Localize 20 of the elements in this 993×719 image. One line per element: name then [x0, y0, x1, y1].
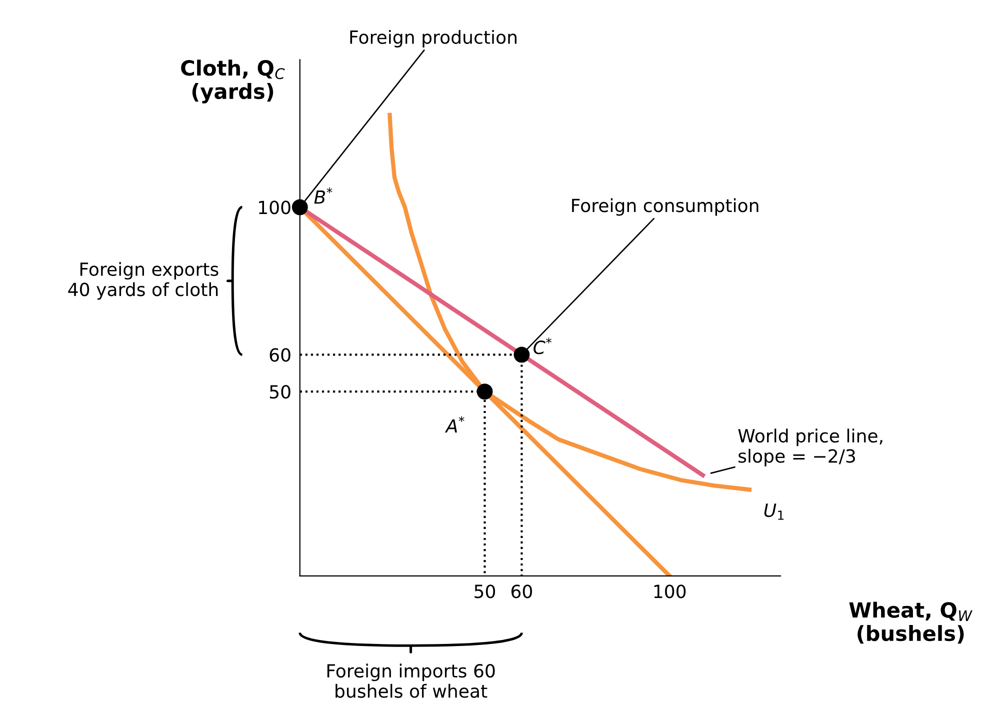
y-tick-label: 50	[270, 385, 290, 399]
annotation: Foreign production	[350, 30, 516, 48]
point	[514, 346, 530, 363]
annotation: U$_{1}$	[764, 504, 784, 520]
annotation: A$^{*}$	[444, 416, 464, 432]
x-axis-title: Wheat, Q$_{W}$ (bushels)	[849, 602, 972, 644]
annotation: B$^{*}$	[314, 187, 332, 204]
y-tick-label: 100	[259, 200, 290, 214]
annotation: C$^{*}$	[534, 338, 552, 354]
annotation: Foreign consumption	[572, 198, 758, 216]
point	[292, 199, 308, 216]
x-tick-label: 100	[654, 584, 686, 598]
y-tick-label: 60	[270, 348, 290, 362]
x-tick-label: 50	[474, 584, 496, 598]
text: Foreign imports 60 bushels of wheat	[327, 664, 495, 698]
text: Foreign exports 40 yards of cloth	[68, 262, 218, 300]
annotation: World price line, slope = −2/3	[738, 428, 882, 466]
point	[476, 384, 493, 400]
x-tick-label: 60	[511, 584, 532, 598]
y-axis-title: Cloth, Q$_{C}$ (yards)	[181, 60, 285, 104]
